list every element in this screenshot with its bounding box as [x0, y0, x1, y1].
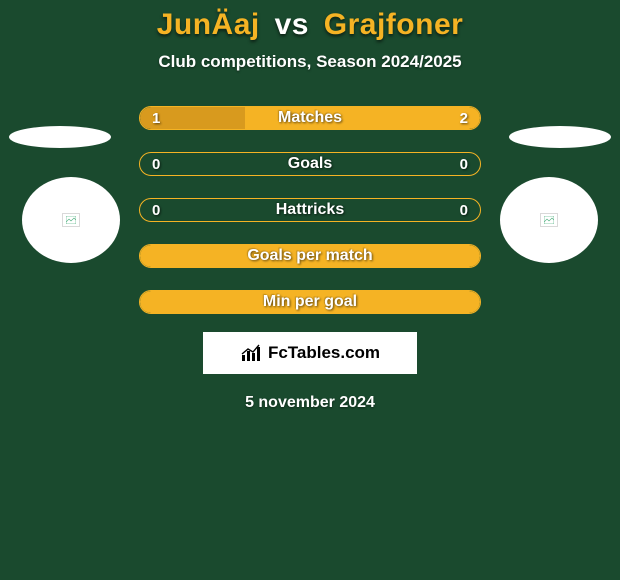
stat-row: Min per goal — [139, 290, 481, 314]
player-photo-left — [22, 177, 120, 263]
subtitle: Club competitions, Season 2024/2025 — [0, 52, 620, 72]
decor-oval-right — [509, 126, 611, 148]
stat-label: Goals per match — [140, 247, 480, 265]
date-text: 5 november 2024 — [0, 394, 620, 412]
brand-box: FcTables.com — [203, 332, 417, 374]
stat-label: Hattricks — [140, 201, 480, 219]
stat-row: Goals per match — [139, 244, 481, 268]
stat-value-right: 2 — [460, 110, 468, 127]
stat-value-left: 1 — [152, 110, 160, 127]
stat-value-right: 0 — [460, 202, 468, 219]
stat-label: Goals — [140, 155, 480, 173]
placeholder-icon — [540, 213, 558, 227]
title-vs: vs — [275, 8, 309, 41]
player-photo-right — [500, 177, 598, 263]
stat-label: Min per goal — [140, 293, 480, 311]
stat-value-right: 0 — [460, 156, 468, 173]
page-title: JunÄaj vs Grajfoner — [0, 8, 620, 42]
player-left-name: JunÄaj — [157, 8, 260, 41]
decor-oval-left — [9, 126, 111, 148]
brand-text: FcTables.com — [268, 343, 380, 363]
placeholder-icon — [62, 213, 80, 227]
player-right-name: Grajfoner — [324, 8, 464, 41]
stat-value-left: 0 — [152, 156, 160, 173]
stat-row: Matches1 2 — [139, 106, 481, 130]
stat-row: Goals0 0 — [139, 152, 481, 176]
infographic-canvas: JunÄaj vs Grajfoner Club competitions, S… — [0, 0, 620, 580]
stat-label: Matches — [140, 109, 480, 127]
brand-chart-icon — [240, 343, 262, 363]
stat-value-left: 0 — [152, 202, 160, 219]
stat-row: Hattricks0 0 — [139, 198, 481, 222]
